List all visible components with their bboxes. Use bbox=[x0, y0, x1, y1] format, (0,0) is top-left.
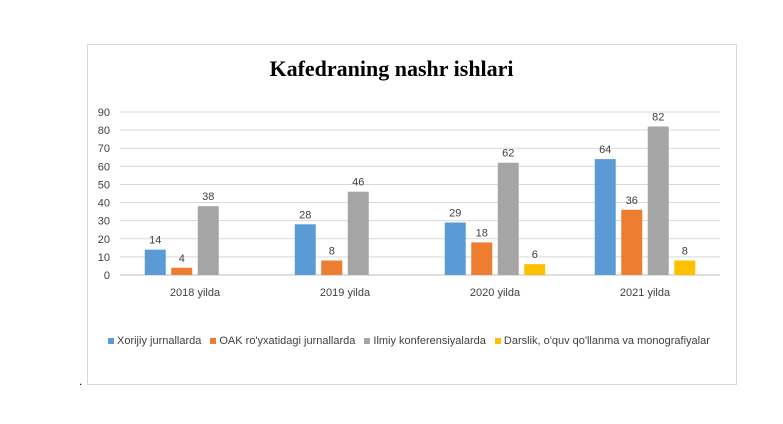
legend-swatch bbox=[210, 338, 217, 344]
data-label: 46 bbox=[352, 177, 364, 189]
bar bbox=[674, 260, 696, 275]
bar bbox=[321, 260, 343, 275]
y-tick-label: 40 bbox=[98, 198, 110, 210]
data-label: 28 bbox=[299, 209, 311, 221]
data-label: 38 bbox=[202, 191, 214, 203]
data-label: 62 bbox=[502, 148, 514, 160]
legend-label: Ilmiy konferensiyalarda bbox=[373, 335, 486, 347]
bar bbox=[197, 206, 219, 275]
x-tick-label: 2021 yilda bbox=[620, 287, 671, 299]
legend-item: Darslik, o'quv qo'llanma va monografiyal… bbox=[494, 335, 710, 347]
bar bbox=[497, 162, 519, 275]
bar bbox=[594, 159, 616, 275]
data-label: 64 bbox=[599, 144, 611, 156]
bar bbox=[347, 191, 369, 275]
legend-swatch bbox=[108, 338, 114, 344]
legend-label: Xorijiy jurnallarda bbox=[117, 335, 202, 347]
data-label: 6 bbox=[532, 249, 538, 261]
legend-label: OAK ro'yxatidagi jurnallarda bbox=[219, 335, 356, 347]
bar bbox=[524, 264, 546, 275]
y-tick-label: 10 bbox=[98, 252, 110, 264]
data-label: 14 bbox=[149, 235, 161, 247]
data-label: 82 bbox=[652, 111, 664, 123]
data-label: 36 bbox=[626, 195, 638, 207]
bar bbox=[294, 224, 316, 275]
data-label: 8 bbox=[682, 246, 688, 258]
data-label: 29 bbox=[449, 207, 461, 219]
bullet-mark: . bbox=[79, 374, 83, 388]
y-tick-label: 30 bbox=[98, 216, 110, 228]
y-tick-label: 90 bbox=[98, 107, 110, 119]
bar bbox=[444, 222, 466, 275]
bar bbox=[471, 242, 493, 275]
y-tick-label: 80 bbox=[98, 125, 110, 137]
y-tick-label: 50 bbox=[98, 179, 110, 191]
bar bbox=[621, 209, 643, 275]
data-label: 18 bbox=[476, 227, 488, 239]
y-tick-label: 70 bbox=[98, 143, 110, 155]
chart-legend: Xorijiy jurnallarda OAK ro'yxatidagi jurn… bbox=[108, 335, 719, 347]
x-tick-label: 2018 yilda bbox=[170, 287, 221, 299]
legend-item: Xorijiy jurnallarda bbox=[108, 335, 201, 347]
legend-label: Darslik, o'quv qo'llanma va monografiyal… bbox=[503, 335, 710, 347]
legend-swatch bbox=[364, 338, 371, 344]
legend-item: Ilmiy konferensiyalarda bbox=[364, 335, 486, 347]
data-label: 8 bbox=[329, 246, 335, 258]
bar bbox=[171, 267, 193, 275]
y-tick-label: 0 bbox=[104, 270, 110, 282]
x-tick-label: 2019 yilda bbox=[320, 287, 371, 299]
legend-item: OAK ro'yxatidagi jurnallarda bbox=[210, 335, 355, 347]
bar bbox=[647, 126, 669, 275]
y-tick-label: 60 bbox=[98, 161, 110, 173]
chart-title: Kafedraning nashr ishlari bbox=[269, 56, 514, 81]
y-tick-label: 20 bbox=[98, 234, 110, 246]
legend-swatch bbox=[494, 338, 501, 344]
data-label: 4 bbox=[179, 253, 185, 265]
x-tick-label: 2020 yilda bbox=[470, 287, 521, 299]
bar bbox=[144, 249, 166, 275]
